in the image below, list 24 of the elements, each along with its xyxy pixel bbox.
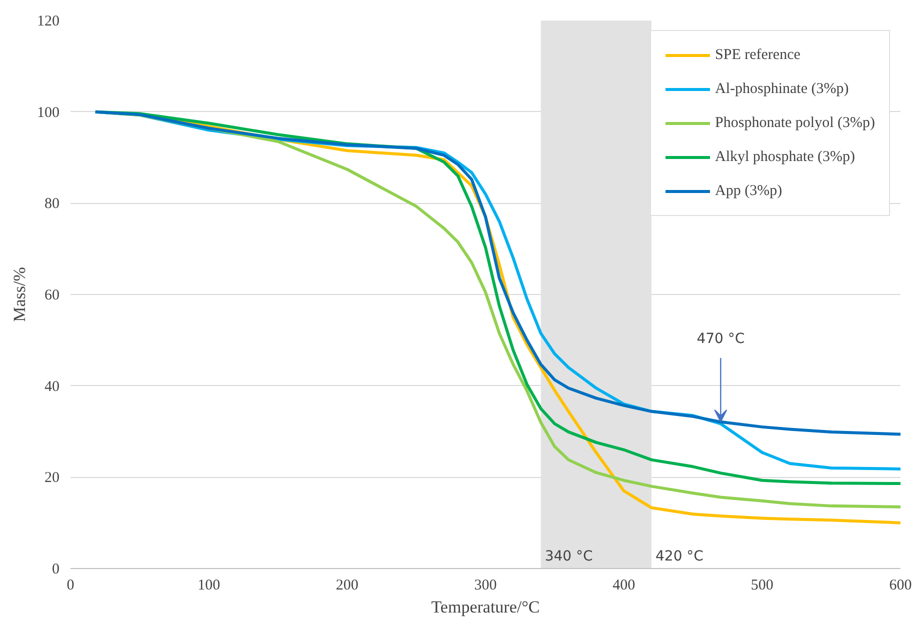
x-tick-label: 600: [889, 578, 912, 594]
legend-label: Al-phosphinate (3%p): [715, 80, 849, 98]
y-tick-label: 100: [37, 104, 60, 121]
x-tick-label: 0: [66, 578, 74, 594]
x-axis-title: Temperature/°C: [431, 598, 540, 616]
annotation: 470 °C: [696, 330, 745, 347]
annotation: 420 °C: [656, 548, 704, 564]
y-tick-label: 120: [37, 14, 60, 30]
x-tick-label: 500: [750, 578, 774, 594]
y-tick-label: 80: [44, 196, 60, 212]
y-tick-label: 40: [44, 378, 60, 395]
y-axis-title: Mass/%: [10, 267, 29, 322]
legend-label: Phosphonate polyol (3%p): [715, 114, 875, 132]
y-tick-label: 0: [52, 562, 60, 578]
x-tick-label: 400: [612, 578, 636, 594]
y-tick-label: 20: [44, 470, 60, 486]
y-tick-label: 60: [44, 288, 60, 304]
x-tick-label: 300: [474, 578, 497, 594]
annotation: 340 °C: [544, 548, 594, 564]
legend-label: Alkyl phosphate (3%p): [715, 148, 855, 166]
x-tick-label: 100: [198, 578, 220, 594]
legend-label: SPE reference: [715, 46, 800, 64]
x-tick-label: 200: [336, 578, 358, 594]
legend-label: App (3%p): [715, 182, 782, 200]
